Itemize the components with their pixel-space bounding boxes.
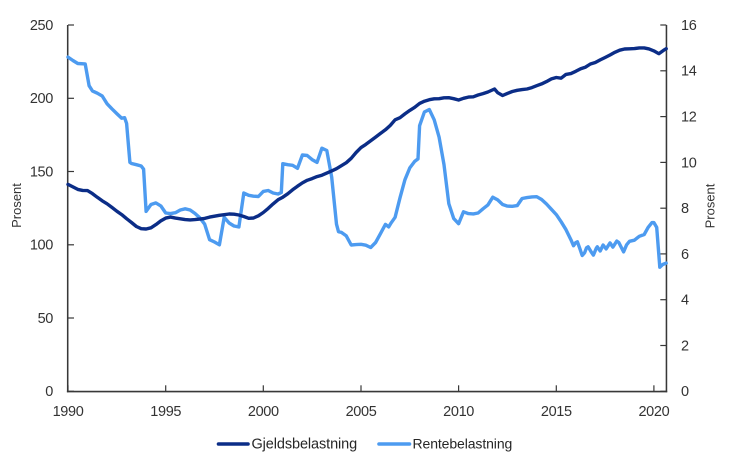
svg-text:Prosent: Prosent xyxy=(9,183,24,228)
svg-text:6: 6 xyxy=(681,247,689,263)
svg-text:200: 200 xyxy=(30,91,53,107)
svg-text:2: 2 xyxy=(681,338,689,354)
svg-text:16: 16 xyxy=(681,18,697,34)
svg-text:10: 10 xyxy=(681,155,697,171)
svg-text:Prosent: Prosent xyxy=(703,183,718,228)
svg-text:100: 100 xyxy=(30,238,53,254)
svg-text:Gjeldsbelastning: Gjeldsbelastning xyxy=(252,437,358,453)
svg-text:150: 150 xyxy=(30,164,53,180)
svg-text:250: 250 xyxy=(30,18,53,34)
svg-text:8: 8 xyxy=(681,201,689,217)
svg-text:2005: 2005 xyxy=(346,404,377,420)
svg-text:Rentebelastning: Rentebelastning xyxy=(413,436,513,452)
svg-text:14: 14 xyxy=(681,64,697,80)
svg-text:2000: 2000 xyxy=(248,404,279,420)
svg-text:2015: 2015 xyxy=(541,404,572,420)
svg-text:2020: 2020 xyxy=(638,404,669,420)
svg-text:1995: 1995 xyxy=(150,404,181,420)
svg-text:4: 4 xyxy=(681,293,689,309)
svg-text:2010: 2010 xyxy=(443,404,474,420)
svg-text:0: 0 xyxy=(681,384,689,400)
svg-text:1990: 1990 xyxy=(53,404,84,420)
svg-text:12: 12 xyxy=(681,110,697,126)
svg-text:0: 0 xyxy=(45,384,53,400)
svg-text:50: 50 xyxy=(38,311,54,327)
